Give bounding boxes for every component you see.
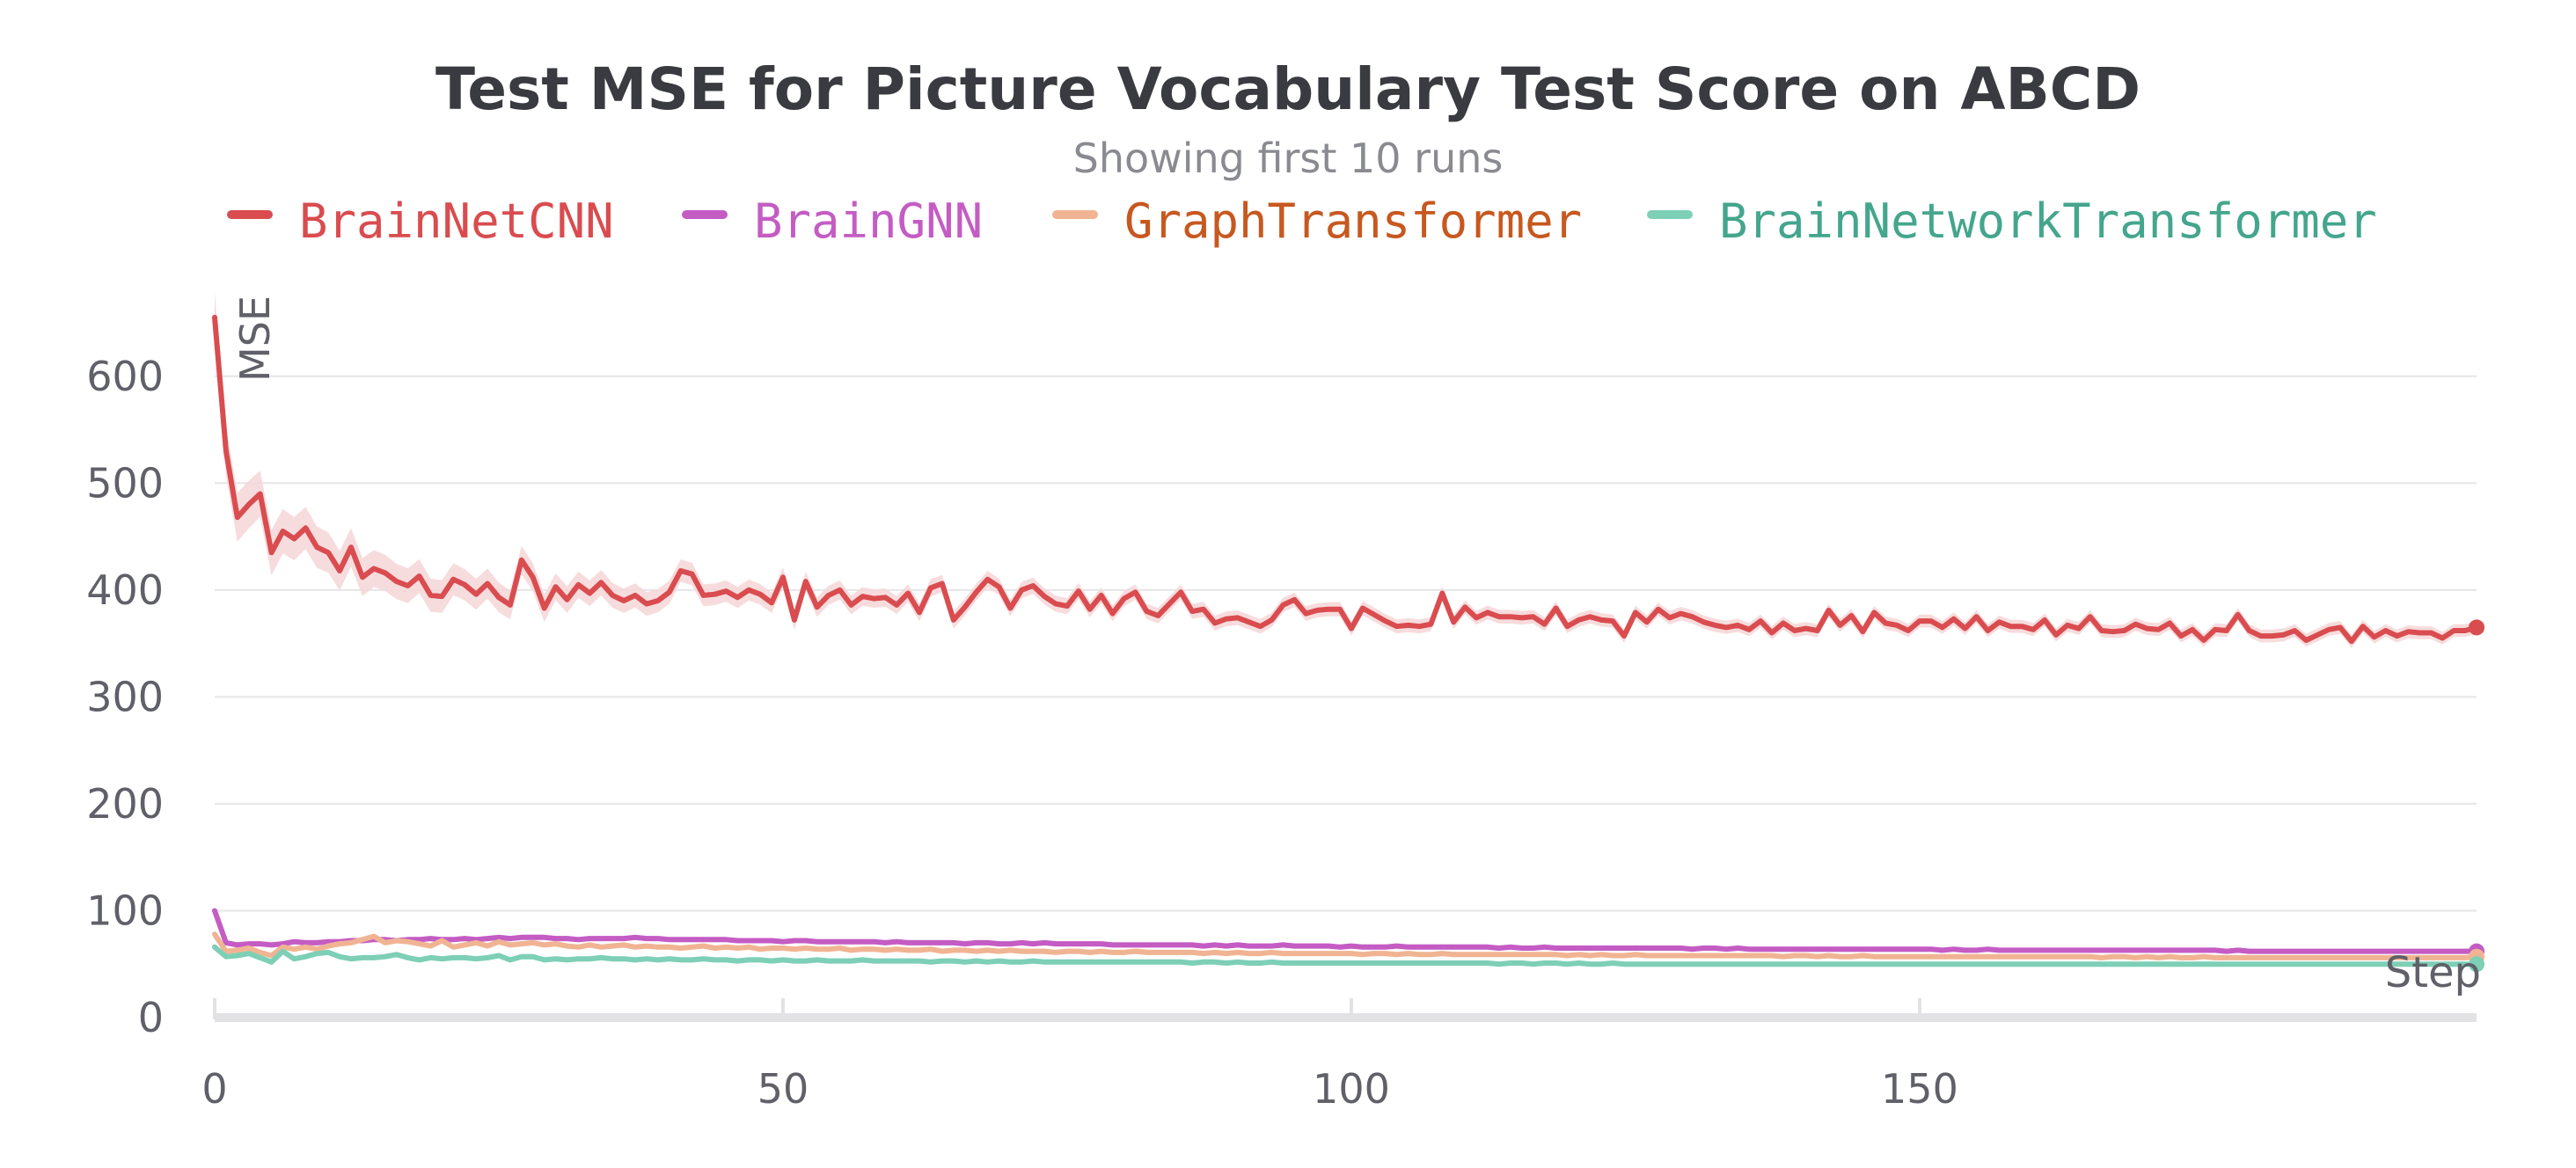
legend-item-2: GraphTransformer [1052,193,1582,249]
legend-swatch-0 [227,210,273,219]
series-line-3 [212,944,2479,967]
series-line-2 [212,931,2479,960]
error-bands [215,291,2477,967]
y-tick-label-300: 300 [86,673,164,720]
legend-item-3: BrainNetworkTransformer [1647,193,2377,249]
y-axis: 0 100 200 300 400 500 600 [86,353,164,1041]
legend-swatch-2 [1052,210,1098,219]
legend-label-0: BrainNetCNN [299,193,614,249]
series-line-0 [212,314,2479,645]
series-lines [212,314,2485,973]
legend-swatch-1 [682,210,728,219]
y-tick-label-600: 600 [86,353,164,400]
y-axis-title: MSE [231,296,279,382]
y-tick-label-400: 400 [86,566,164,614]
x-tick-label-150: 150 [1881,1065,1958,1113]
legend-label-2: GraphTransformer [1124,193,1582,249]
x-tick-label-100: 100 [1313,1065,1390,1113]
chart-title: Test MSE for Picture Vocabulary Test Sco… [435,55,2141,123]
y-tick-label-100: 100 [86,887,164,934]
band-0 [215,291,2477,648]
y-tick-label-500: 500 [86,459,164,507]
legend-swatch-3 [1647,210,1693,219]
legend-item-1: BrainGNN [682,193,983,249]
gridlines [215,375,2477,912]
legend-item-0: BrainNetCNN [227,193,614,249]
series-end-marker-0 [2469,619,2485,636]
x-axis: 0 50 100 150 [201,998,2477,1113]
x-tick-label-0: 0 [201,1065,227,1113]
x-axis-title: Step [2385,948,2481,997]
legend-label-3: BrainNetworkTransformer [1719,193,2377,249]
x-tick-label-50: 50 [757,1065,809,1113]
y-tick-label-200: 200 [86,780,164,828]
series-end-marker-3 [2469,956,2485,973]
legend: BrainNetCNN BrainGNN GraphTransformer Brain… [227,193,2377,249]
y-tick-label-0: 0 [138,994,164,1041]
series-line-1 [212,908,2479,954]
legend-label-1: BrainGNN [754,193,983,249]
chart-subtitle: Showing first 10 runs [1073,135,1504,182]
